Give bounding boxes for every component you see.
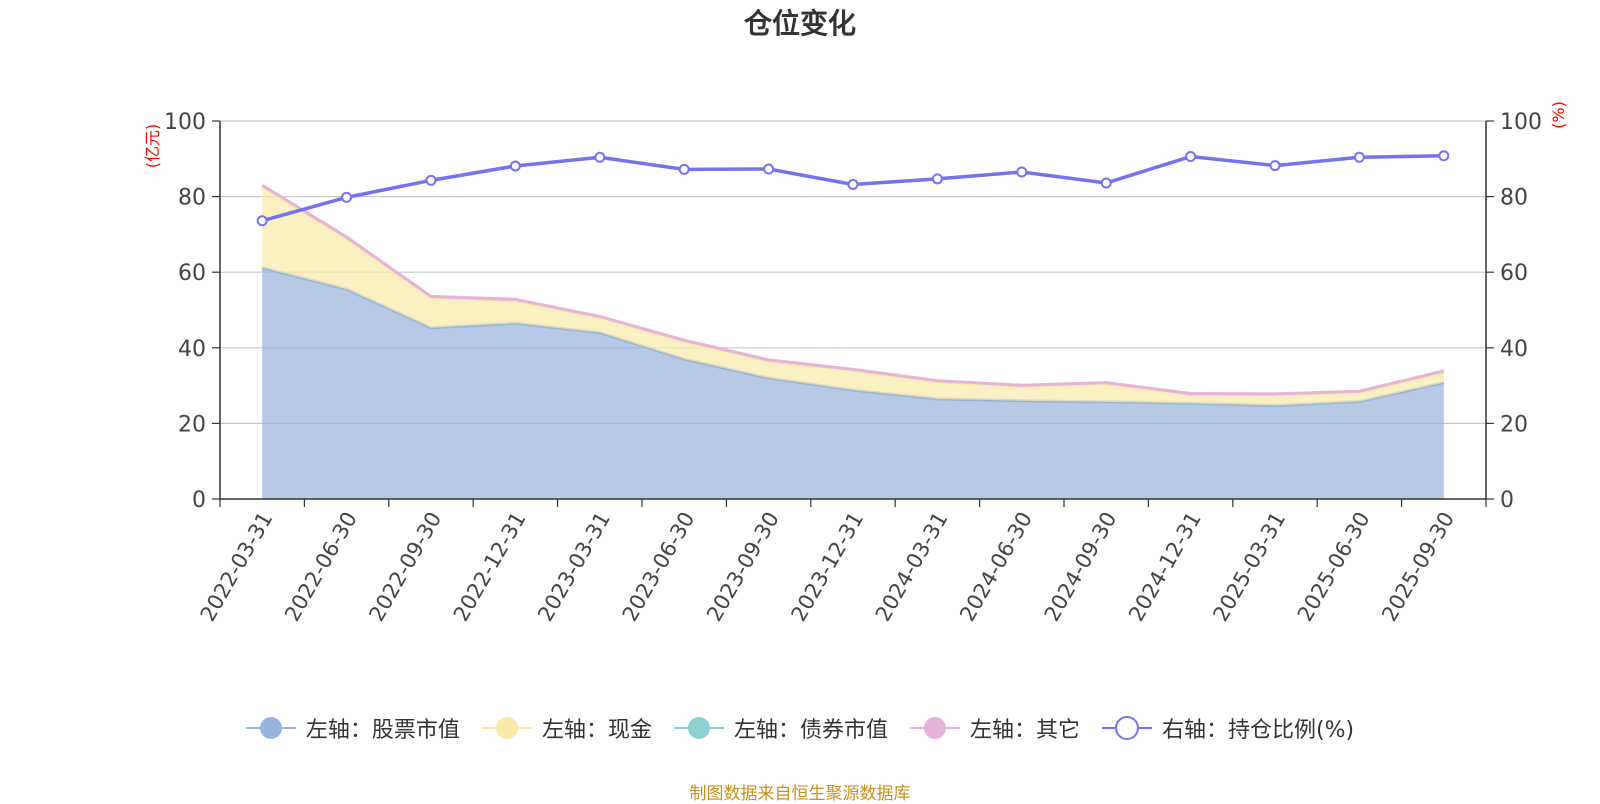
legend-item[interactable]: 左轴：其它 [909, 712, 1080, 744]
x-tick-label: 2025-03-31 [1208, 508, 1290, 626]
x-tick-label: 2023-12-31 [786, 508, 868, 626]
legend-label: 右轴：持仓比例(%) [1161, 718, 1355, 743]
line-point [1353, 151, 1365, 163]
legend-symbol-icon [673, 717, 724, 739]
legend-item[interactable]: 左轴：现金 [481, 712, 652, 744]
legend-label: 左轴：债券市值 [733, 718, 888, 743]
x-tick-label: 2022-09-30 [364, 508, 446, 626]
left-y-tick-label: 40 [178, 337, 206, 362]
line-point [931, 173, 943, 185]
right-y-tick-label: 40 [1500, 337, 1528, 362]
x-tick-label: 2022-12-31 [449, 508, 531, 626]
legend-item[interactable]: 左轴：债券市值 [673, 712, 888, 744]
chart-title: 仓位变化 [744, 7, 856, 40]
right-y-tick-label: 20 [1500, 412, 1528, 437]
line-point [341, 191, 353, 203]
line-point [1438, 150, 1450, 162]
right-y-tick-label: 0 [1500, 488, 1514, 513]
area-edge-左轴：其它 [261, 183, 1445, 396]
x-tick-label: 2023-03-31 [533, 508, 615, 626]
x-tick-label: 2023-09-30 [702, 508, 784, 626]
legend-label: 左轴：现金 [541, 718, 652, 743]
line-point [594, 151, 606, 163]
left-y-tick-label: 0 [192, 488, 206, 513]
line-point [1185, 151, 1197, 163]
right-y-tick-label: 60 [1500, 261, 1528, 286]
line-point [256, 215, 268, 227]
line-point [763, 163, 775, 175]
legend-label: 左轴：股票市值 [305, 718, 460, 743]
x-tick-label: 2023-06-30 [618, 508, 700, 626]
left-y-tick-label: 20 [178, 412, 206, 437]
x-tick-label: 2025-09-30 [1377, 508, 1459, 626]
legend-label: 左轴：其它 [969, 718, 1080, 743]
legend-symbol-icon [1101, 716, 1152, 740]
left-y-tick-label: 80 [178, 186, 206, 211]
line-point [1269, 160, 1281, 172]
line-point [509, 160, 521, 172]
left-y-tick-label: 60 [178, 261, 206, 286]
legend-symbol-icon [245, 717, 296, 739]
x-tick-label: 2024-09-30 [1040, 508, 1122, 626]
line-point [425, 174, 437, 186]
line-point [847, 179, 859, 191]
left-y-tick-label: 100 [164, 110, 206, 135]
x-tick-label: 2022-06-30 [280, 508, 362, 626]
legend-symbol-icon [909, 717, 960, 739]
x-tick-label: 2024-06-30 [955, 508, 1037, 626]
legend-symbol-icon [481, 717, 532, 739]
line-point [678, 163, 690, 175]
x-tick-label: 2025-06-30 [1293, 508, 1375, 626]
right-y-tick-label: 80 [1500, 186, 1528, 211]
left-axis-unit: (亿元) [143, 124, 162, 169]
area-左轴：股票市值 [262, 267, 1444, 499]
legend-item[interactable]: 右轴：持仓比例(%) [1101, 712, 1355, 744]
legend-item[interactable]: 左轴：股票市值 [245, 712, 460, 744]
right-y-tick-label: 100 [1500, 110, 1542, 135]
x-tick-label: 2022-03-31 [196, 508, 278, 626]
right-axis-unit: (%) [1549, 101, 1568, 129]
x-tick-label: 2024-12-31 [1124, 508, 1206, 626]
x-tick-label: 2024-03-31 [871, 508, 953, 626]
line-point [1016, 166, 1028, 178]
legend: 左轴：股票市值 左轴：现金 左轴：债券市值 左轴：其它 右轴：持仓比例(%) [0, 712, 1600, 744]
line-point [1100, 177, 1112, 189]
source-note: 制图数据来自恒生聚源数据库 [689, 784, 911, 804]
